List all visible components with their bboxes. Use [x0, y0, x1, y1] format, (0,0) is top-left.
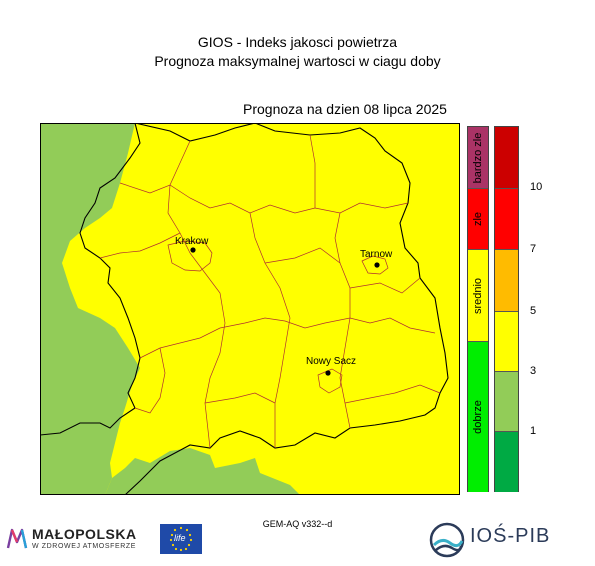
iospib-text: IOŚ-PIB: [470, 525, 551, 547]
eu-stars-icon: [169, 526, 193, 552]
city-label: Krakow: [175, 236, 209, 247]
model-version: GEM-AQ v332--d: [262, 519, 333, 529]
tarnow-outline: [361, 255, 389, 275]
map-title: GIOS - Indeks jakosci powietrza: [197, 34, 398, 50]
city-marker: Tarnow: [360, 249, 393, 268]
index-colorbar: [494, 126, 519, 492]
city-label: Nowy Sacz: [306, 356, 356, 367]
category-srednio: srednio: [468, 250, 488, 342]
index-tick: 10: [530, 181, 543, 193]
region-boundary: [40, 123, 449, 495]
nowy-sacz-outline: [317, 368, 343, 394]
city-marker: Krakow: [175, 236, 209, 253]
city-marker: Nowy Sacz: [306, 356, 356, 376]
iospib-emblem-icon: [429, 522, 465, 558]
index-segment: [495, 312, 518, 372]
category-bardzo-zle: bardzo zle: [468, 127, 488, 189]
map-subtitle: Prognoza maksymalnej wartosci w ciagu do…: [154, 53, 441, 69]
category-dobrze: dobrze: [468, 342, 488, 492]
category-label: dobrze: [472, 400, 484, 434]
forecast-date: Prognoza na dzien 08 lipca 2025: [243, 101, 447, 117]
map-frame: [40, 123, 460, 495]
krakow-outline: [167, 240, 213, 272]
malopolska-logo: MAŁOPOLSKA W ZDROWEJ ATMOSFERZE: [6, 524, 156, 556]
malopolska-text: MAŁOPOLSKA: [32, 526, 137, 542]
index-segment: [495, 432, 518, 492]
index-tick: 5: [530, 305, 537, 317]
category-label: srednio: [472, 277, 484, 314]
category-legend: bardzo zle zle srednio dobrze: [467, 126, 489, 492]
index-tick: 7: [530, 243, 537, 255]
green-area-west: [40, 123, 140, 495]
malopolska-m-icon: [6, 528, 28, 549]
index-tick: 1: [530, 425, 537, 437]
air-quality-map: Krakow Tarnow Nowy Sacz: [40, 123, 460, 495]
index-segment: [495, 250, 518, 312]
district-boundaries: [99, 134, 441, 449]
category-label: zle: [472, 211, 484, 227]
index-segment: [495, 372, 518, 432]
index-segment: [495, 189, 518, 250]
city-label: Tarnow: [360, 249, 393, 260]
iospib-logo: IOŚ-PIB: [426, 520, 566, 560]
category-zle: zle: [468, 189, 488, 250]
malopolska-tagline: W ZDROWEJ ATMOSFERZE: [32, 543, 137, 550]
life-text: life: [174, 533, 186, 543]
index-segment: [495, 127, 518, 189]
green-area-south: [105, 448, 300, 495]
index-tick: 3: [530, 365, 537, 377]
eu-life-logo: life: [160, 524, 202, 554]
category-label: bardzo zle: [472, 132, 484, 183]
